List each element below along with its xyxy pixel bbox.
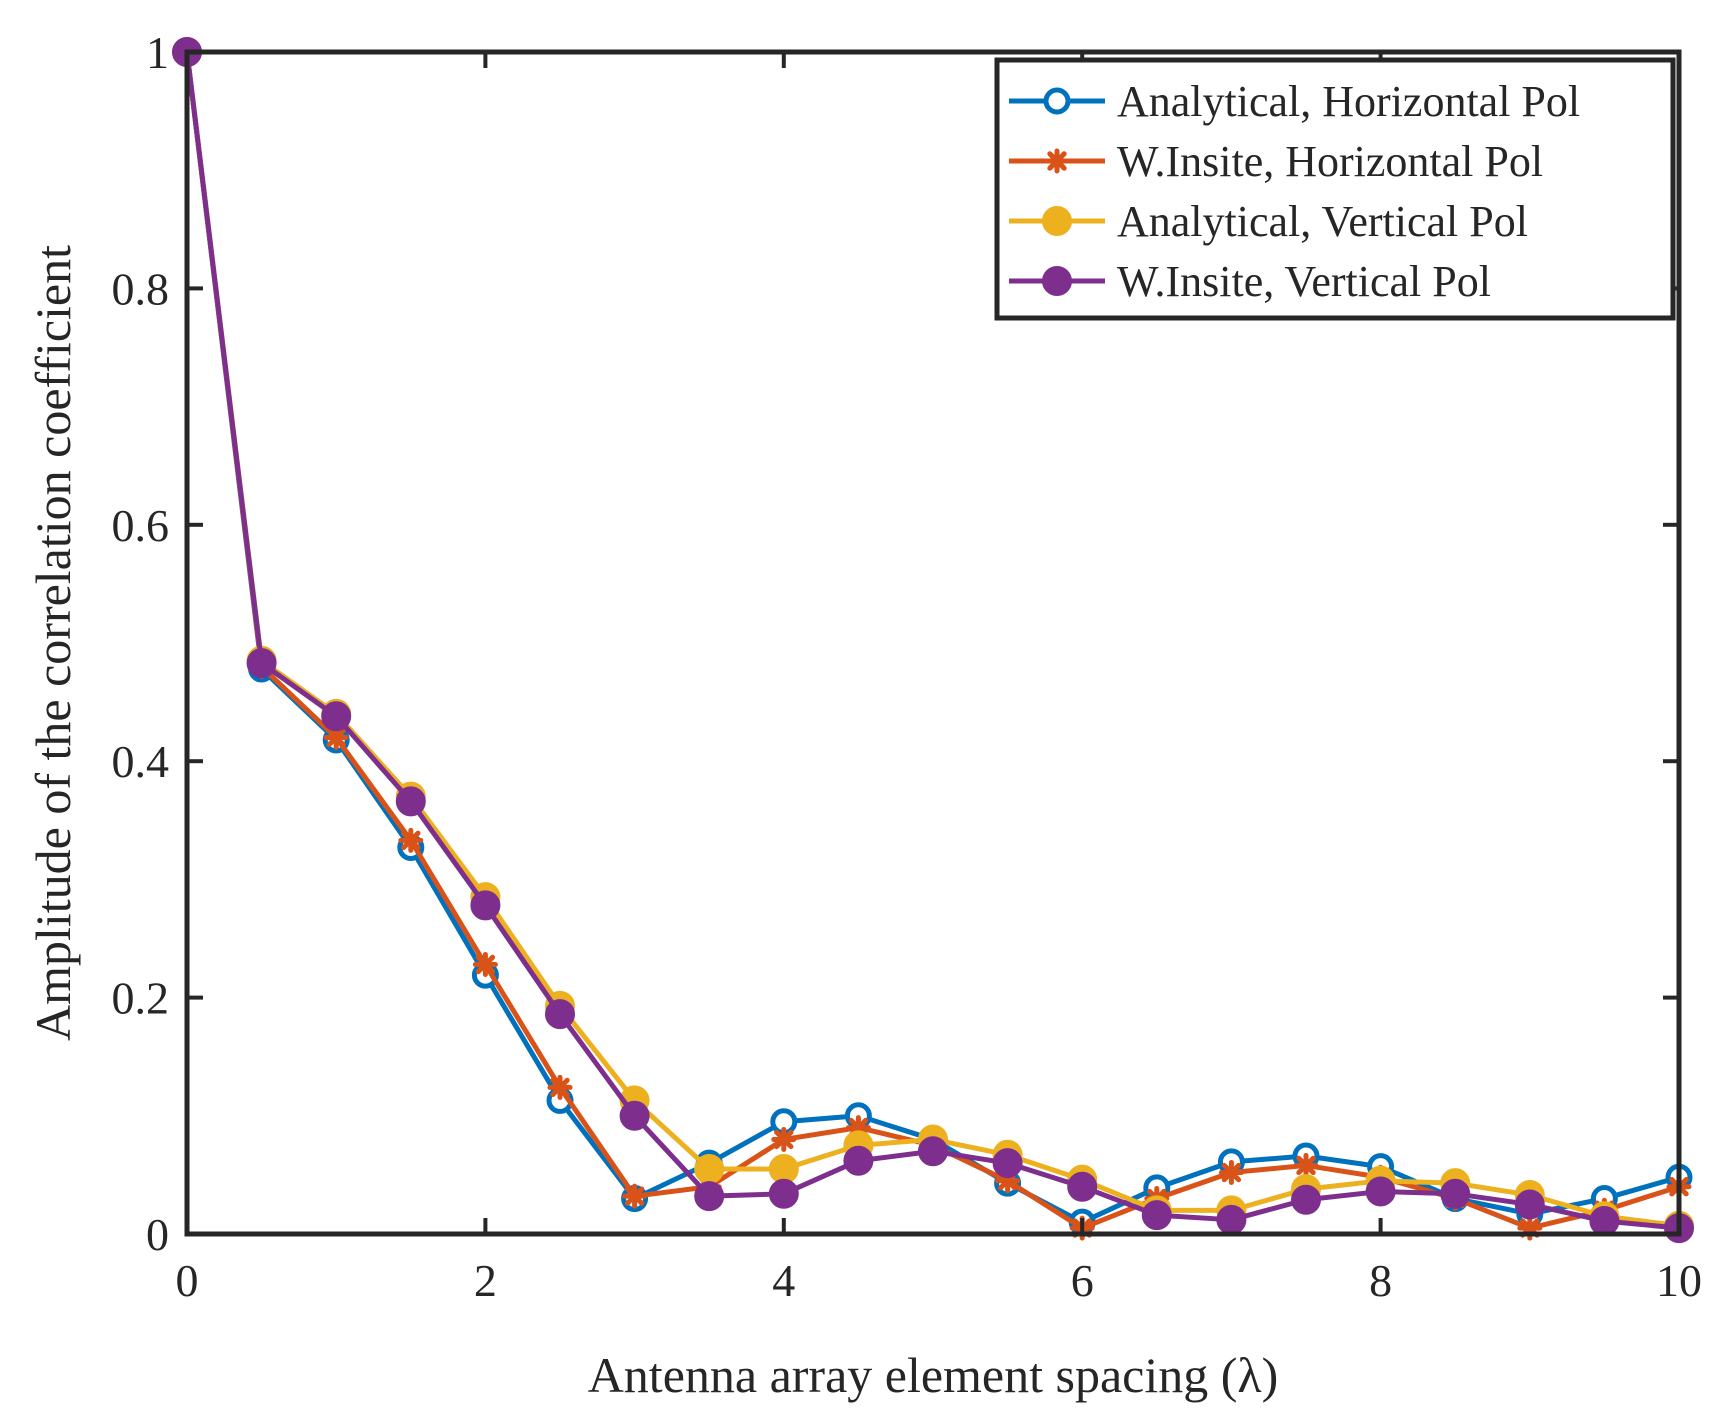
legend: Analytical, Horizontal Pol W.Insite, Hori… — [994, 57, 1676, 321]
series-2-point — [398, 827, 424, 853]
series-4-point — [1067, 1171, 1098, 1202]
legend-swatch-marker — [1042, 266, 1072, 296]
x-tick-label: 8 — [1369, 1255, 1392, 1306]
series-2-point — [771, 1126, 797, 1152]
series-4-point — [1291, 1184, 1321, 1215]
y-tick-label: 1 — [146, 27, 169, 78]
y-tick-label: 0.4 — [112, 736, 170, 787]
series-3-point — [768, 1153, 799, 1184]
series-2-point — [1218, 1160, 1244, 1186]
legend-entry: W.Insite, Vertical Pol — [1009, 257, 1491, 306]
x-tick-label: 0 — [176, 1255, 199, 1306]
series-4-point — [694, 1181, 725, 1212]
legend-box — [994, 57, 1676, 321]
legend-swatch-marker — [1044, 148, 1070, 174]
series-4-point — [843, 1145, 874, 1176]
legend-entry: Analytical, Vertical Pol — [1009, 197, 1528, 246]
legend-label: Analytical, Vertical Pol — [1117, 197, 1528, 246]
series-layer — [172, 37, 1694, 1244]
series-2-point — [1293, 1152, 1319, 1178]
series-4-point — [619, 1100, 650, 1131]
series-2-point — [622, 1183, 648, 1209]
series-4-point — [1141, 1200, 1172, 1231]
legend-swatch-marker — [1043, 87, 1071, 115]
y-axis-title: Amplitude of the correlation coefficient — [25, 245, 81, 1041]
series-2-point — [547, 1074, 573, 1100]
series-4-point — [1589, 1205, 1620, 1236]
series-4-point — [768, 1178, 799, 1209]
series-4-point — [246, 648, 277, 679]
series-4 — [172, 37, 1694, 1244]
x-tick-label: 10 — [1656, 1255, 1702, 1306]
y-tick-label: 0.2 — [112, 973, 170, 1024]
legend-label: W.Insite, Vertical Pol — [1117, 257, 1491, 306]
series-4-point — [918, 1136, 948, 1167]
series-4-point — [992, 1148, 1023, 1179]
series-4-point — [395, 786, 426, 817]
series-4-point — [1365, 1176, 1396, 1207]
y-tick-label: 0.6 — [112, 500, 170, 551]
series-3-point — [694, 1153, 725, 1184]
y-tick-label: 0.8 — [112, 263, 170, 314]
series-4-point — [1514, 1189, 1545, 1220]
legend-entry: W.Insite, Horizontal Pol — [1009, 137, 1543, 186]
series-4-point — [1440, 1178, 1471, 1209]
legend-entry: Analytical, Horizontal Pol — [1009, 77, 1580, 126]
legend-label: W.Insite, Horizontal Pol — [1117, 137, 1543, 186]
x-tick-label: 6 — [1071, 1255, 1094, 1306]
series-4-point — [545, 999, 575, 1030]
y-tick-label: 0 — [146, 1209, 169, 1260]
x-axis-title: Antenna array element spacing (λ) — [588, 1347, 1279, 1403]
ticks-layer: 0 2 4 6 8 10 0 0.2 0.4 0.6 0.8 1 — [112, 27, 1703, 1306]
axes-box — [184, 49, 1682, 1237]
legend-swatch-marker — [1042, 206, 1072, 236]
series-4-point — [470, 890, 501, 921]
x-tick-label: 2 — [474, 1255, 497, 1306]
series-4-point — [321, 701, 352, 732]
x-tick-label: 4 — [772, 1255, 795, 1306]
series-4-point — [1216, 1204, 1247, 1235]
series-2-point — [472, 952, 498, 978]
legend-label: Analytical, Horizontal Pol — [1117, 77, 1580, 126]
